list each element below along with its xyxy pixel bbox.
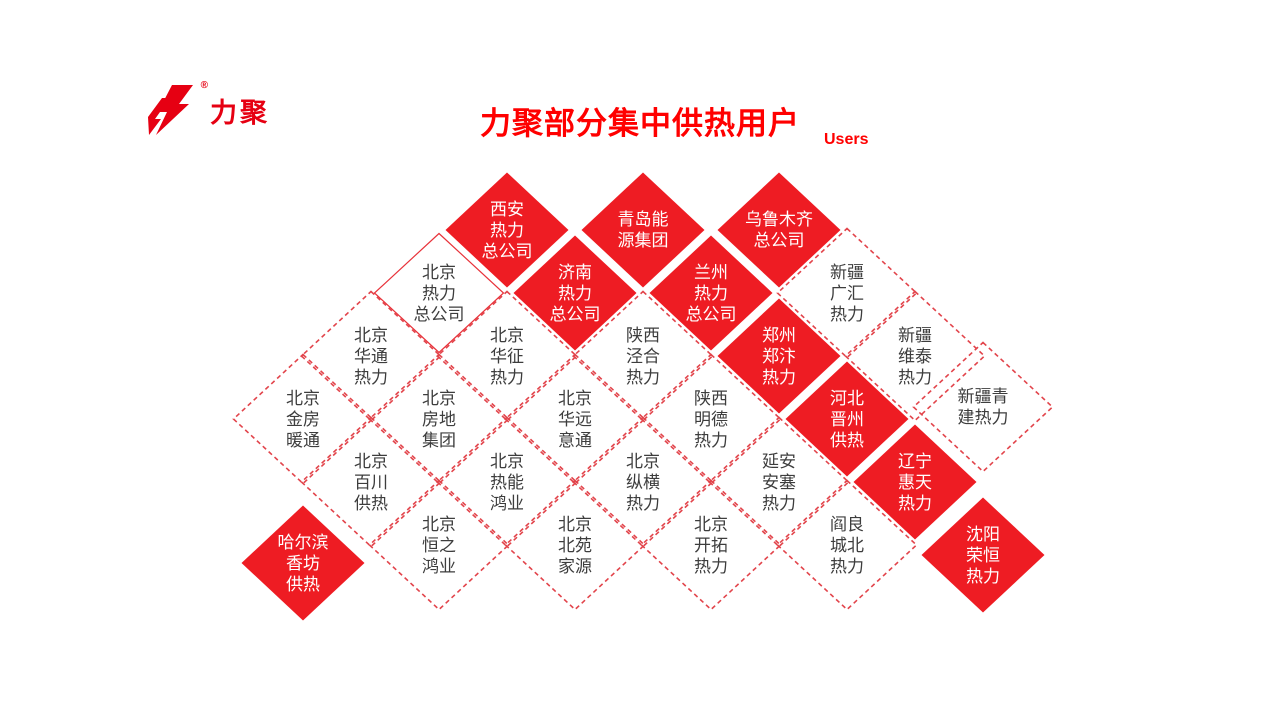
- diamond-label: 济南 热力 总公司: [549, 262, 601, 324]
- diamond-shape: [368, 479, 510, 611]
- diamond-shape: [649, 235, 773, 351]
- registered-mark: ®: [200, 80, 208, 91]
- diamond-urumqi-head: 乌鲁木齐 总公司: [716, 171, 842, 289]
- diamond-shape: [300, 416, 442, 548]
- diamond-shape: [368, 353, 510, 485]
- diamond-shape: [640, 353, 782, 485]
- diamond-beijing-baichuan: 北京 百川 供热: [300, 416, 442, 548]
- diamond-label: 延安 安塞 热力: [762, 451, 796, 513]
- diamond-beijing-huazheng: 北京 华征 热力: [436, 290, 578, 422]
- diamond-shaanxi-mingde: 陕西 明德 热力: [640, 353, 782, 485]
- diamond-label: 兰州 热力 总公司: [685, 262, 737, 324]
- diamond-shape: [921, 497, 1045, 613]
- diamond-label: 哈尔滨 香坊 供热: [277, 532, 329, 594]
- diamond-label: 新疆 广汇 热力: [830, 262, 864, 324]
- diamond-beijing-beiyuan-jiayuan: 北京 北苑 家源: [504, 479, 646, 611]
- diamond-label: 北京 华征 热力: [490, 325, 524, 387]
- diamond-xian-thermal: 西安 热力 总公司: [444, 171, 570, 289]
- diamond-qingdao-energy: 青岛能 源集团: [580, 171, 706, 289]
- slide-subtitle-users: Users: [824, 131, 869, 148]
- diamond-beijing-huatong: 北京 华通 热力: [300, 290, 442, 422]
- logo-text: 力聚: [210, 97, 270, 128]
- diamond-beijing-reneng-hongye: 北京 热能 鸿业: [436, 416, 578, 548]
- diamond-label: 北京 热能 鸿业: [490, 451, 524, 513]
- diamond-liaoning-huitian: 辽宁 惠天 热力: [852, 423, 978, 541]
- diamond-label: 新疆青 建热力: [957, 387, 1009, 427]
- diamond-label: 北京 百川 供热: [354, 451, 388, 513]
- diamond-label: 北京 华远 意通: [558, 388, 592, 450]
- diamond-beijing-thermal-head: 北京 热力 总公司: [373, 232, 505, 354]
- diamond-beijing-fangdi: 北京 房地 集团: [368, 353, 510, 485]
- diamond-beijing-hengzhi-hongye: 北京 恒之 鸿业: [368, 479, 510, 611]
- diamond-label: 北京 房地 集团: [422, 388, 456, 450]
- diamond-label: 河北 晋州 供热: [830, 388, 864, 450]
- diamond-label: 郑州 郑汴 热力: [762, 325, 796, 387]
- diamond-beijing-kaituo: 北京 开拓 热力: [640, 479, 782, 611]
- diamond-shape: [581, 172, 705, 288]
- diamond-xinjiang-guanghui: 新疆 广汇 热力: [776, 227, 918, 359]
- diamond-label: 陕西 泾合 热力: [626, 325, 660, 387]
- diamond-label: 青岛能 源集团: [617, 210, 669, 250]
- diamond-shape: [776, 479, 918, 611]
- diamond-label: 北京 纵横 热力: [626, 451, 660, 513]
- diamond-shape: [717, 298, 841, 414]
- diamond-shape: [232, 353, 374, 485]
- diamond-shape: [717, 172, 841, 288]
- liju-logo-icon-wrap: ®: [146, 80, 208, 136]
- diamond-shape: [708, 416, 850, 548]
- diamond-shape: [640, 479, 782, 611]
- liju-logo: ® 力聚: [146, 80, 270, 136]
- diamond-shape: [241, 505, 365, 621]
- diamond-beijing-huayuan-yitong: 北京 华远 意通: [504, 353, 646, 485]
- diamond-shenyang-rongheng: 沈阳 荣恒 热力: [920, 496, 1046, 614]
- diamond-shape: [373, 232, 505, 354]
- diamond-shape: [445, 172, 569, 288]
- diamond-shaanxi-jinghe: 陕西 泾合 热力: [572, 290, 714, 422]
- diamond-shape: [504, 353, 646, 485]
- diamond-shape: [853, 424, 977, 540]
- diamond-label: 新疆 维泰 热力: [898, 325, 932, 387]
- diamond-label: 阎良 城北 热力: [830, 514, 864, 576]
- diamond-beijing-jinfang: 北京 金房 暖通: [232, 353, 374, 485]
- diamond-shape: [776, 227, 918, 359]
- diamond-label: 陕西 明德 热力: [694, 388, 728, 450]
- diamond-xinjiang-weitai: 新疆 维泰 热力: [844, 290, 986, 422]
- diamond-shape: [513, 235, 637, 351]
- diamond-jinan-thermal: 济南 热力 总公司: [512, 234, 638, 352]
- diamond-label: 北京 金房 暖通: [286, 388, 320, 450]
- diamond-beijing-zongheng: 北京 纵横 热力: [572, 416, 714, 548]
- diamond-shape: [912, 341, 1054, 473]
- diamond-label: 北京 北苑 家源: [558, 514, 592, 576]
- diamond-label: 北京 开拓 热力: [694, 514, 728, 576]
- diamond-yanan-ansai: 延安 安塞 热力: [708, 416, 850, 548]
- diamond-harbin-xiangfang: 哈尔滨 香坊 供热: [240, 504, 366, 622]
- lightning-bolt-icon: [148, 85, 193, 135]
- diamond-lanzhou-thermal: 兰州 热力 总公司: [648, 234, 774, 352]
- diamond-xinjiang-qingjian: 新疆青 建热力: [912, 341, 1054, 473]
- diamond-shape: [785, 361, 909, 477]
- diamond-shape: [844, 290, 986, 422]
- slide-title: 力聚部分集中供热用户: [480, 106, 800, 141]
- diamond-shape: [572, 290, 714, 422]
- diamond-label: 乌鲁木齐 总公司: [745, 210, 813, 250]
- diamond-shape: [504, 479, 646, 611]
- diamond-label: 北京 恒之 鸿业: [422, 514, 456, 576]
- diamond-yanliang-chengbei: 阎良 城北 热力: [776, 479, 918, 611]
- diamond-label: 沈阳 荣恒 热力: [966, 524, 1000, 586]
- diamond-label: 北京 华通 热力: [354, 325, 388, 387]
- diamond-shape: [436, 416, 578, 548]
- diamond-hebei-jinzhou: 河北 晋州 供热: [784, 360, 910, 478]
- diamond-shape: [300, 290, 442, 422]
- diamond-label: 辽宁 惠天 热力: [898, 451, 932, 513]
- diamond-shape: [572, 416, 714, 548]
- diamond-label: 西安 热力 总公司: [481, 199, 533, 261]
- diamond-zhengzhou-zhengbian: 郑州 郑汴 热力: [716, 297, 842, 415]
- diamond-label: 北京 热力 总公司: [413, 262, 465, 324]
- diamond-shape: [436, 290, 578, 422]
